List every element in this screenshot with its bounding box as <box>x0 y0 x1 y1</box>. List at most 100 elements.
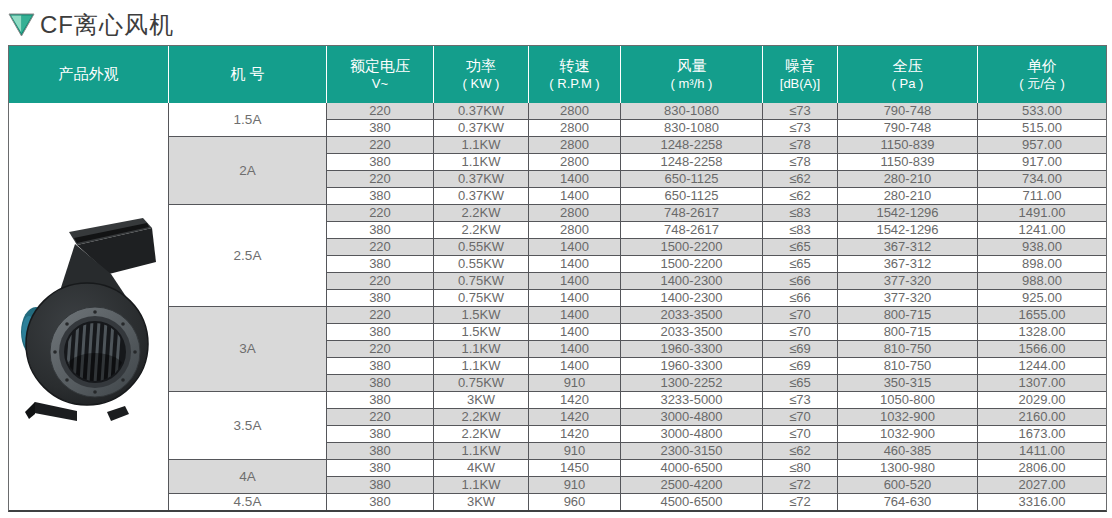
cell-price: 1328.00 <box>978 323 1106 340</box>
cell-voltage: 220 <box>327 340 434 357</box>
cell-pressure: 1150-839 <box>838 153 978 170</box>
cell-price: 1491.00 <box>978 204 1106 221</box>
cell-airflow: 1400-2300 <box>621 272 763 289</box>
cell-pressure: 377-320 <box>838 289 978 306</box>
cell-power: 4KW <box>434 459 529 476</box>
cell-pressure: 764-630 <box>838 493 978 510</box>
cell-speed: 2800 <box>529 136 621 153</box>
cell-airflow: 1400-2300 <box>621 289 763 306</box>
cell-pressure: 790-748 <box>838 103 978 119</box>
cell-voltage: 380 <box>327 289 434 306</box>
cell-power: 0.37KW <box>434 170 529 187</box>
cell-pressure: 1032-900 <box>838 425 978 442</box>
cell-pressure: 280-210 <box>838 170 978 187</box>
cell-airflow: 748-2617 <box>621 204 763 221</box>
cell-voltage: 380 <box>327 323 434 340</box>
cell-airflow: 830-1080 <box>621 103 763 119</box>
cell-speed: 1400 <box>529 340 621 357</box>
cell-power: 1.5KW <box>434 323 529 340</box>
cell-price: 1244.00 <box>978 357 1106 374</box>
cell-voltage: 380 <box>327 255 434 272</box>
cell-airflow: 3000-4800 <box>621 408 763 425</box>
cell-noise: ≤65 <box>763 374 838 391</box>
cell-noise: ≤73 <box>763 103 838 119</box>
cell-voltage: 220 <box>327 103 434 119</box>
cell-pressure: 800-715 <box>838 323 978 340</box>
cell-pressure: 460-385 <box>838 442 978 459</box>
cell-pressure: 600-520 <box>838 476 978 493</box>
cell-pressure: 810-750 <box>838 357 978 374</box>
cell-noise: ≤70 <box>763 323 838 340</box>
cell-noise: ≤66 <box>763 289 838 306</box>
model-label: 2.5A <box>169 204 327 306</box>
cell-speed: 1400 <box>529 187 621 204</box>
cell-price: 1566.00 <box>978 340 1106 357</box>
cell-voltage: 380 <box>327 119 434 136</box>
cell-noise: ≤69 <box>763 357 838 374</box>
cell-power: 1.1KW <box>434 476 529 493</box>
cell-speed: 1420 <box>529 408 621 425</box>
cell-noise: ≤69 <box>763 340 838 357</box>
cell-noise: ≤80 <box>763 459 838 476</box>
cell-price: 1307.00 <box>978 374 1106 391</box>
cell-price: 898.00 <box>978 255 1106 272</box>
cell-power: 0.37KW <box>434 119 529 136</box>
cell-voltage: 380 <box>327 476 434 493</box>
cell-power: 0.75KW <box>434 289 529 306</box>
cell-power: 2.2KW <box>434 408 529 425</box>
page-header: CF离心风机 <box>8 9 174 41</box>
column-header: 单价( 元/合 ) <box>978 46 1106 103</box>
column-header: 风量( m³/h ) <box>621 46 763 103</box>
cell-speed: 1400 <box>529 238 621 255</box>
cell-noise: ≤73 <box>763 391 838 408</box>
cell-voltage: 380 <box>327 221 434 238</box>
cell-airflow: 4500-6500 <box>621 493 763 510</box>
cell-price: 938.00 <box>978 238 1106 255</box>
table-row: 3.5A3803KW14203233-5000≤731050-8002029.0… <box>9 391 1106 408</box>
cell-voltage: 220 <box>327 238 434 255</box>
cell-power: 0.55KW <box>434 238 529 255</box>
cell-speed: 1400 <box>529 306 621 323</box>
cell-airflow: 2300-3150 <box>621 442 763 459</box>
cell-speed: 1420 <box>529 425 621 442</box>
cell-voltage: 380 <box>327 374 434 391</box>
cell-speed: 2800 <box>529 204 621 221</box>
cell-speed: 960 <box>529 493 621 510</box>
cell-power: 0.37KW <box>434 187 529 204</box>
cell-price: 2029.00 <box>978 391 1106 408</box>
cell-pressure: 790-748 <box>838 119 978 136</box>
cell-price: 711.00 <box>978 187 1106 204</box>
column-header: 全压( Pa ) <box>838 46 978 103</box>
cell-pressure: 810-750 <box>838 340 978 357</box>
cell-pressure: 1542-1296 <box>838 204 978 221</box>
cell-price: 1241.00 <box>978 221 1106 238</box>
cell-price: 2027.00 <box>978 476 1106 493</box>
column-header: 产品外观 <box>9 46 169 103</box>
cell-speed: 1400 <box>529 170 621 187</box>
cell-price: 3316.00 <box>978 493 1106 510</box>
cell-speed: 1400 <box>529 289 621 306</box>
model-label: 4.5A <box>169 493 327 510</box>
cell-airflow: 1300-2252 <box>621 374 763 391</box>
cell-voltage: 220 <box>327 136 434 153</box>
cell-airflow: 4000-6500 <box>621 459 763 476</box>
cell-voltage: 380 <box>327 357 434 374</box>
cell-voltage: 220 <box>327 204 434 221</box>
cell-airflow: 3000-4800 <box>621 425 763 442</box>
cell-noise: ≤70 <box>763 408 838 425</box>
cell-power: 0.75KW <box>434 374 529 391</box>
cell-speed: 1450 <box>529 459 621 476</box>
table-row: 4.5A3803KW9604500-6500≤72764-6303316.00 <box>9 493 1106 510</box>
column-header: 噪音[dB(A)] <box>763 46 838 103</box>
cell-airflow: 1500-2200 <box>621 255 763 272</box>
cell-noise: ≤73 <box>763 119 838 136</box>
spec-table: 产品外观机 号额定电压V~功率( KW )转速( R.P.M )风量( m³/h… <box>8 45 1107 512</box>
cell-noise: ≤83 <box>763 204 838 221</box>
cell-airflow: 1248-2258 <box>621 136 763 153</box>
cell-power: 0.55KW <box>434 255 529 272</box>
cell-price: 1411.00 <box>978 442 1106 459</box>
column-header: 额定电压V~ <box>327 46 434 103</box>
cell-speed: 2800 <box>529 153 621 170</box>
cell-airflow: 1960-3300 <box>621 357 763 374</box>
cell-voltage: 380 <box>327 391 434 408</box>
